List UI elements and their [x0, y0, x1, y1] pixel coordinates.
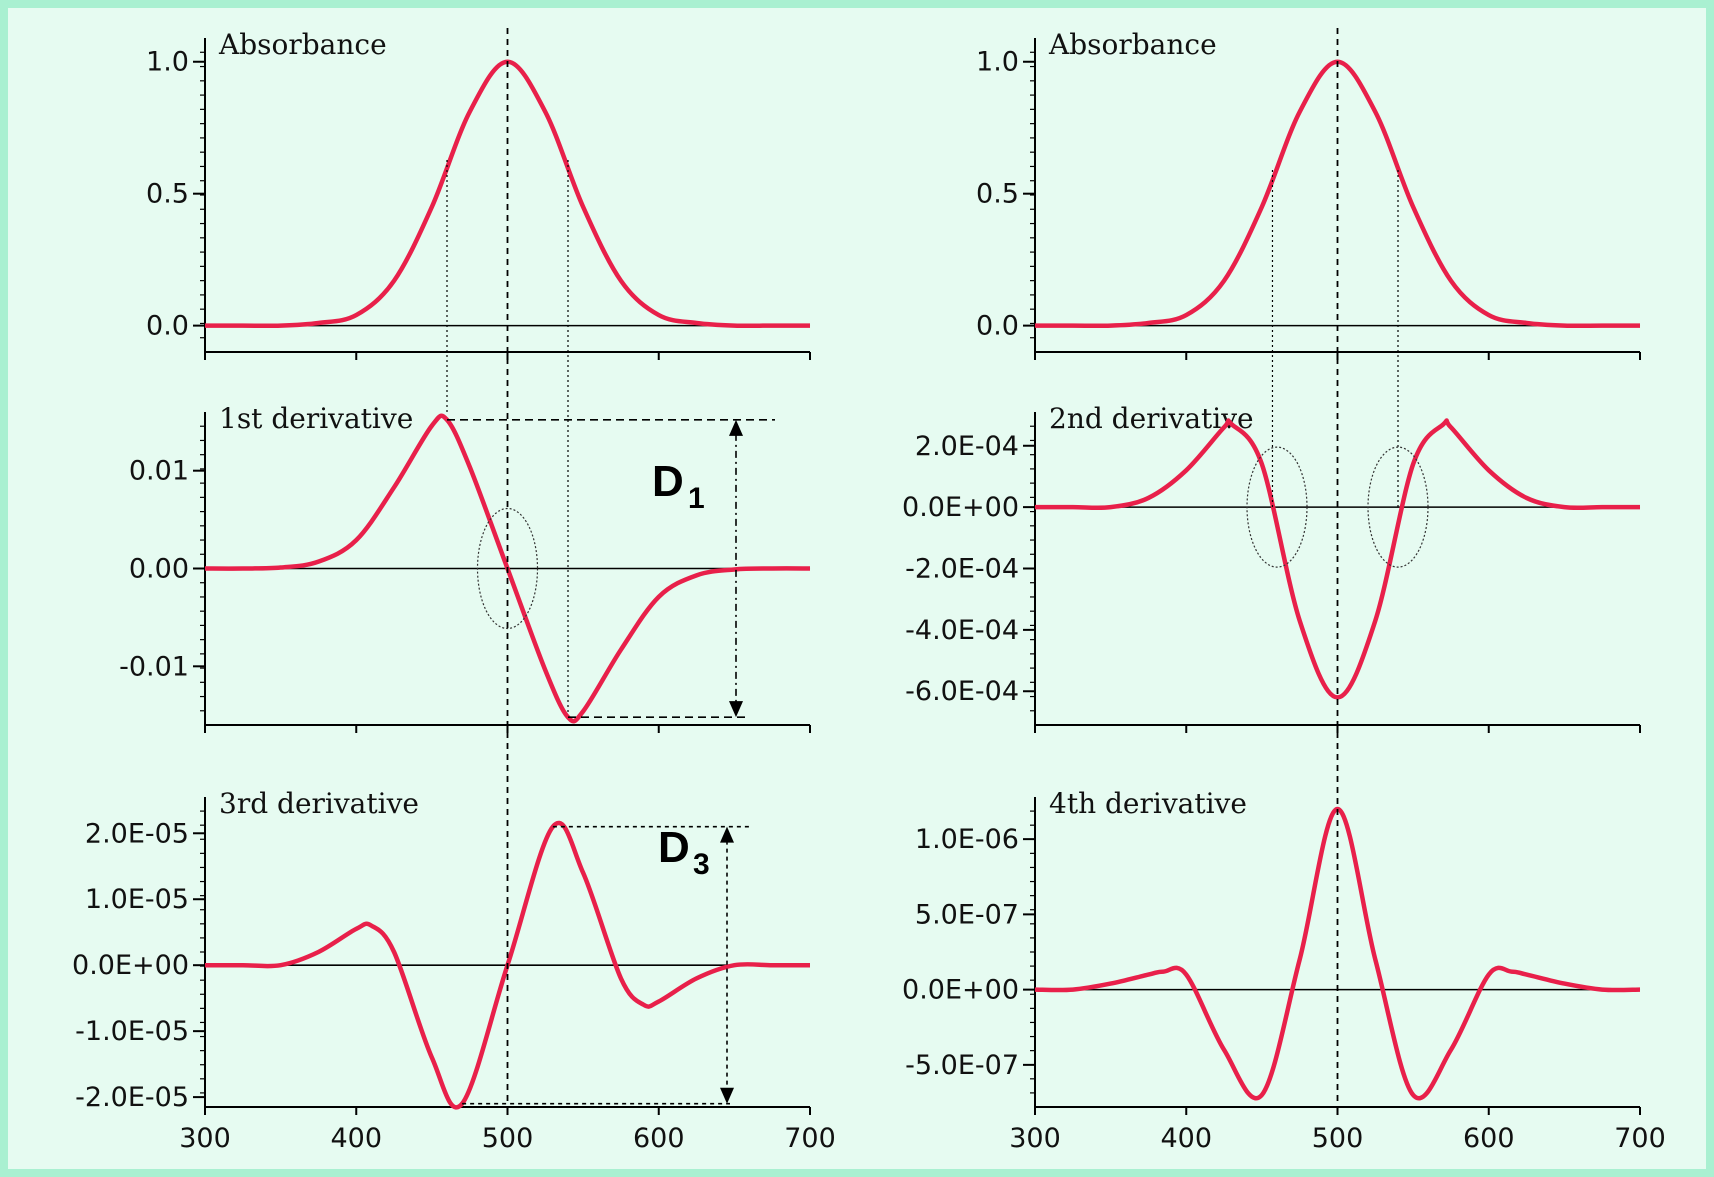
- y-tick-label: -0.01: [119, 651, 189, 682]
- x-tick-label: 400: [1160, 1123, 1212, 1154]
- y-tick-label: 0.0E+00: [72, 950, 189, 981]
- y-tick-label: -5.0E-07: [905, 1050, 1019, 1081]
- d3-subscript: 3: [693, 848, 710, 881]
- y-tick-label: 5.0E-07: [915, 899, 1019, 930]
- y-tick-label: -1.0E-05: [75, 1016, 189, 1047]
- y-tick-label: -2.0E-04: [905, 554, 1019, 585]
- x-tick-label: 600: [1463, 1123, 1515, 1154]
- d3-arrow-head-up: [720, 826, 734, 843]
- y-tick-label: 0.0: [146, 311, 189, 342]
- y-tick-label: -4.0E-04: [905, 615, 1019, 646]
- x-tick-label: 300: [179, 1123, 231, 1154]
- y-tick-label: 1.0E-06: [915, 824, 1019, 855]
- zero-crossing-ellipse: [1246, 446, 1308, 568]
- d1-label: D: [652, 457, 684, 506]
- panel-title: 3rd derivative: [219, 787, 419, 820]
- y-tick-label: 0.0: [976, 311, 1019, 342]
- x-tick-label: 500: [1312, 1123, 1364, 1154]
- d1-subscript: 1: [688, 482, 705, 515]
- x-tick-label: 400: [330, 1123, 382, 1154]
- y-tick-label: 0.5: [976, 179, 1019, 210]
- y-tick-label: 0.00: [129, 554, 189, 585]
- panel-title: Absorbance: [1048, 28, 1217, 61]
- y-tick-label: 0.5: [146, 179, 189, 210]
- y-tick-label: 1.0: [976, 47, 1019, 78]
- d1-arrow-head-up: [729, 419, 743, 436]
- x-tick-label: 700: [784, 1123, 836, 1154]
- x-tick-label: 300: [1009, 1123, 1061, 1154]
- second-derivative-panel: 2.0E-040.0E+00-2.0E-04-4.0E-04-6.0E-042n…: [902, 402, 1641, 733]
- d3-arrow-head-down: [720, 1087, 734, 1104]
- fourth-derivative-panel: 300 400 500 600 700 1.0E-06 5.0E-07 0.0E+00 -5.0…: [902, 787, 1666, 1154]
- zero-crossing-ellipse: [476, 507, 539, 630]
- zero-crossing-ellipse: [1367, 446, 1429, 568]
- panel-title: 4th derivative: [1049, 787, 1247, 820]
- y-tick-label: 0.0E+00: [902, 492, 1019, 523]
- x-tick-label: 700: [1614, 1123, 1666, 1154]
- first-derivative-panel: 0.01 0.00 -0.01 1st derivative: [119, 402, 811, 733]
- y-tick-label: 0.0E+00: [902, 975, 1019, 1006]
- y-tick-label: 2.0E-05: [85, 818, 189, 849]
- panel-title: 1st derivative: [219, 402, 413, 435]
- y-tick-label: 0.01: [129, 456, 189, 487]
- y-tick-label: 1.0: [146, 47, 189, 78]
- absorbance-left-panel: 0.0 0.5 1.0 Absorbance: [146, 28, 811, 360]
- y-tick-label: 1.0E-05: [85, 884, 189, 915]
- y-tick-label: -2.0E-05: [75, 1082, 189, 1113]
- x-tick-label: 500: [482, 1123, 534, 1154]
- x-tick-label: 600: [633, 1123, 685, 1154]
- absorbance-right-panel: 0.0 0.5 1.0 Absorbance: [976, 28, 1641, 360]
- y-tick-label: -6.0E-04: [905, 676, 1019, 707]
- d1-arrow-head-down: [729, 701, 743, 718]
- y-tick-label: 2.0E-04: [915, 431, 1019, 462]
- d3-label: D: [658, 823, 690, 872]
- panel-title: Absorbance: [218, 28, 387, 61]
